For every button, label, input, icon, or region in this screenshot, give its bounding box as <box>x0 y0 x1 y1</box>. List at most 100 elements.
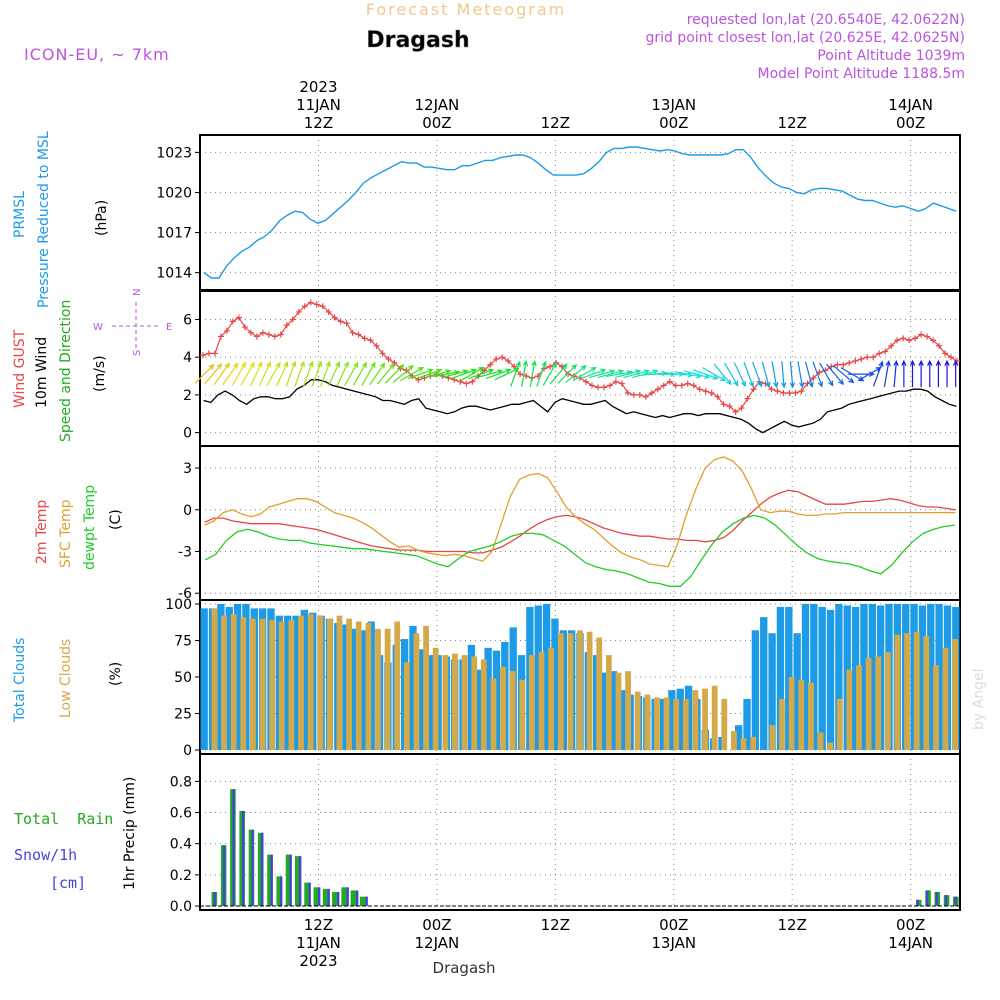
wind-tick-label: 0 <box>183 426 192 442</box>
gust-marker <box>307 299 314 306</box>
wind-direction-arrow <box>825 363 845 386</box>
low-cloud-bar <box>240 617 247 750</box>
total-cloud-bar <box>851 606 860 750</box>
wind-direction-arrow <box>250 361 263 387</box>
precip-panel: 0.0 0.2 0.4 0.6 0.8 <box>170 753 961 915</box>
t2m-line <box>204 489 956 554</box>
low-cloud-bar <box>769 725 776 750</box>
wind-direction-arrow <box>521 359 529 388</box>
wind-direction-arrow <box>392 364 414 383</box>
snow-label: Snow/1h <box>14 846 77 864</box>
point-altitude: Point Altitude 1039m <box>817 48 965 64</box>
total-cloud-bar <box>918 605 927 750</box>
gust-marker <box>684 380 691 387</box>
low-cloud-bar <box>702 688 708 750</box>
wind-direction-arrow <box>771 361 779 389</box>
bottom-time-label: 13JAN <box>651 934 696 952</box>
gust-marker <box>666 378 673 385</box>
gust-marker <box>517 371 524 378</box>
precip-tick-label: 0.0 <box>170 899 192 915</box>
low-cloud-bar <box>750 736 757 750</box>
wind-direction-arrow <box>580 368 607 380</box>
gust-marker <box>469 378 476 385</box>
gust-marker <box>900 335 907 342</box>
snow-bar <box>944 895 948 906</box>
wind-direction-arrow <box>376 363 395 385</box>
wind-direction-arrow <box>327 361 341 387</box>
precip-tick-label: 0.6 <box>170 806 192 822</box>
snow-bar <box>327 888 330 906</box>
gust-marker <box>948 354 955 361</box>
dew-label: dewpt Temp <box>82 485 98 570</box>
gust-marker <box>217 333 224 340</box>
snow-bar <box>935 891 938 906</box>
bottom-time-label: 11JAN <box>296 934 341 952</box>
snow-bar <box>241 810 245 906</box>
compass-north: N <box>132 289 143 296</box>
rain-bar <box>341 887 347 906</box>
snow-bar <box>260 832 264 906</box>
pressure-line <box>203 146 957 279</box>
total-cloud-bar <box>417 649 425 750</box>
wind-direction-arrow <box>222 362 239 386</box>
low-cloud-bar <box>307 614 314 750</box>
pressure-frame <box>199 134 961 291</box>
gust-marker <box>936 342 943 349</box>
wind-direction-arrow <box>460 366 485 382</box>
gust-marker <box>379 350 386 357</box>
footer-station: Dragash <box>433 959 496 977</box>
low-cloud-bar <box>577 630 583 750</box>
low-cloud-bar <box>355 621 362 750</box>
gust-marker <box>768 386 775 393</box>
total-cloud-bar <box>760 617 768 750</box>
snow-bar <box>270 854 273 906</box>
gust-marker <box>253 333 260 340</box>
rain-bar <box>304 882 310 906</box>
low-cloud-bar <box>836 698 843 750</box>
precip-unit: 1hr Precip (mm) <box>122 777 138 890</box>
snow-bar <box>279 876 283 906</box>
low-cloud-bar <box>452 653 458 750</box>
bottom-time-label: 00Z <box>659 916 688 934</box>
wind-direction-arrow <box>565 364 587 383</box>
total-cloud-bar <box>818 606 826 750</box>
gust-marker <box>852 357 859 364</box>
total-cloud-bar <box>935 604 943 750</box>
total-cloud-bar <box>659 698 668 750</box>
wind-direction-arrow <box>743 361 754 388</box>
pressure-tick-label: 1020 <box>156 185 192 201</box>
low-cloud-bar <box>365 622 372 750</box>
pressure-tick-label: 1017 <box>156 226 192 242</box>
low-cloud-bar <box>394 621 401 750</box>
wind-direction-arrow <box>352 361 367 386</box>
low-cloud-bar <box>230 614 237 750</box>
total-cloud-bar <box>868 604 876 750</box>
low-cloud-bar <box>740 738 747 750</box>
total-cloud-bar <box>768 633 776 750</box>
wind-direction-arrow <box>944 359 950 388</box>
total-cloud-bar <box>292 615 300 750</box>
wind-direction-arrow <box>407 368 434 380</box>
bottom-time-label: 14JAN <box>888 934 933 952</box>
gust-marker <box>301 303 308 310</box>
gust-marker <box>738 405 745 412</box>
gust-marker <box>888 342 895 349</box>
wind-direction-arrow <box>935 359 942 388</box>
gust-marker <box>678 382 685 389</box>
gust-marker <box>798 388 805 395</box>
pressure-tick-label: 1023 <box>156 145 192 161</box>
low-cloud-bar <box>788 677 795 750</box>
gust-marker <box>325 308 332 315</box>
rain-bar <box>350 890 357 906</box>
station-title: Dragash <box>366 28 469 53</box>
wind-direction-arrow <box>597 369 625 379</box>
wind-direction-arrow <box>194 363 215 384</box>
rain-bar <box>257 832 264 906</box>
gust-marker <box>600 384 607 391</box>
wind-direction-arrow <box>258 361 271 387</box>
snow-bar <box>289 854 292 906</box>
gust-label: Wind GUST <box>12 329 28 408</box>
top-time-label: 00Z <box>659 114 688 132</box>
top-time-label: 14JAN <box>888 96 933 114</box>
